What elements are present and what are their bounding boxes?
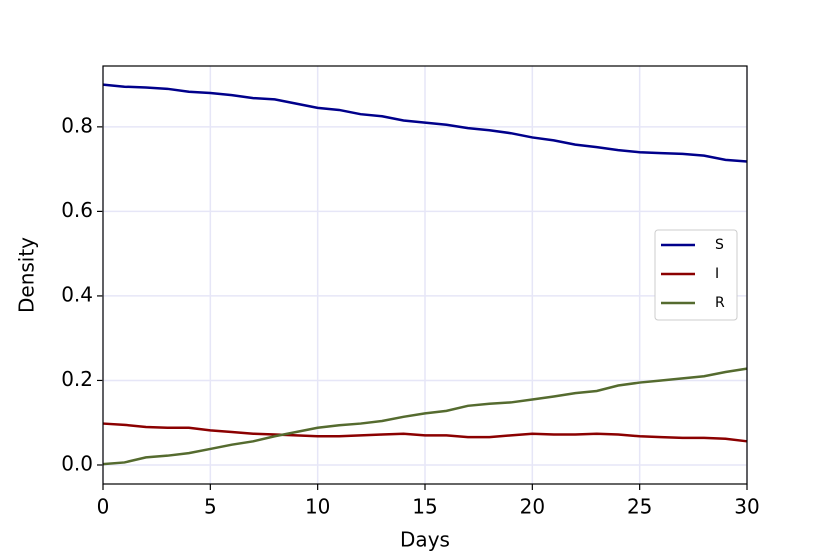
x-tick-label: 10 <box>305 495 330 519</box>
x-tick-label: 15 <box>412 495 437 519</box>
x-tick-label: 30 <box>734 495 759 519</box>
x-tick-label: 5 <box>204 495 217 519</box>
legend-label: I <box>715 266 719 282</box>
plot-frame <box>102 65 748 485</box>
x-tick-label: 0 <box>97 495 110 519</box>
legend-label: R <box>715 295 725 311</box>
series-line <box>102 367 748 466</box>
x-tick-label: 20 <box>520 495 545 519</box>
legend: SIR <box>654 229 738 321</box>
y-tick-label: 0.2 <box>61 367 93 391</box>
y-tick-label: 0.6 <box>61 198 93 222</box>
y-tick-label: 0.4 <box>61 282 93 306</box>
x-axis-label: Days <box>400 528 450 552</box>
legend-label: S <box>715 237 724 253</box>
series-line <box>102 83 748 163</box>
legend-box <box>654 229 738 321</box>
series-line <box>102 422 748 443</box>
x-tick-label: 25 <box>627 495 652 519</box>
y-axis-label: Density <box>15 237 39 313</box>
y-tick-label: 0.0 <box>61 451 93 475</box>
y-tick-label: 0.8 <box>61 113 93 137</box>
